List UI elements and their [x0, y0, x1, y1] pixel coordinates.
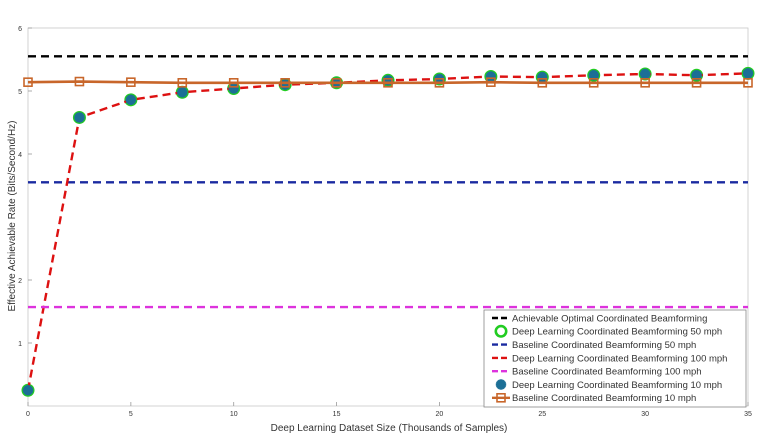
plot-frame	[27, 27, 749, 407]
legend-label: Achievable Optimal Coordinated Beamformi…	[512, 313, 707, 324]
data-point	[74, 76, 85, 87]
legend-label: Deep Learning Coordinated Beamforming 10…	[512, 353, 727, 364]
x-tick-label: 0	[26, 411, 30, 418]
data-point	[486, 77, 496, 87]
series-line	[27, 80, 748, 85]
x-tick-label: 5	[129, 411, 133, 418]
axes: 0 5 10 15 20 25 30 35 1 2 4 5 6	[18, 26, 752, 418]
data-point	[383, 78, 393, 88]
data-point	[743, 78, 753, 88]
data-point	[280, 78, 290, 88]
x-tick-label: 30	[641, 411, 649, 418]
data-point	[537, 78, 548, 88]
legend-marker	[494, 324, 508, 338]
data-point	[434, 78, 445, 88]
data-point	[640, 78, 650, 88]
y-tick-label: 1	[18, 341, 22, 348]
data-point	[74, 112, 85, 123]
legend-box	[483, 309, 747, 408]
legend-label: Deep Learning Coordinated Beamforming 50…	[512, 327, 722, 338]
x-tick-label: 35	[744, 411, 752, 418]
data-point	[691, 78, 702, 88]
data-point	[23, 77, 33, 87]
x-tick-label: 15	[333, 411, 341, 418]
data-point	[22, 385, 34, 396]
y-tick-label: 2	[18, 278, 22, 285]
data-point	[125, 94, 137, 106]
y-tick-label: 6	[18, 26, 22, 33]
y-tick-label: 4	[18, 152, 22, 159]
data-point	[228, 78, 239, 88]
legend-label: Baseline Coordinated Beamforming 10 mph	[512, 393, 696, 404]
x-tick-label: 20	[436, 411, 444, 418]
data-point	[639, 68, 651, 80]
data-point	[126, 77, 136, 87]
legend-label: Baseline Coordinated Beamforming 50 mph	[512, 340, 696, 351]
legend-marker	[496, 392, 506, 403]
data-point	[742, 68, 754, 79]
data-point	[588, 78, 599, 88]
legend-marker	[495, 379, 507, 390]
data-point	[177, 87, 188, 98]
legend-label: Deep Learning Coordinated Beamforming 10…	[512, 380, 722, 391]
x-tick-label: 10	[230, 411, 238, 418]
x-tick-label: 25	[538, 411, 546, 418]
data-point	[331, 78, 342, 88]
legend: Achievable Optimal Coordinated Beamformi…	[483, 309, 747, 408]
y-axis-label: Effective Achievable Rate (Bits/Second/H…	[7, 120, 18, 311]
plot-area	[21, 55, 755, 397]
y-tick-label: 5	[18, 89, 22, 96]
x-axis-label: Deep Learning Dataset Size (Thousands of…	[271, 423, 508, 434]
series-6	[23, 76, 753, 88]
legend-label: Baseline Coordinated Beamforming 100 mph	[512, 367, 702, 378]
data-point	[177, 78, 188, 88]
